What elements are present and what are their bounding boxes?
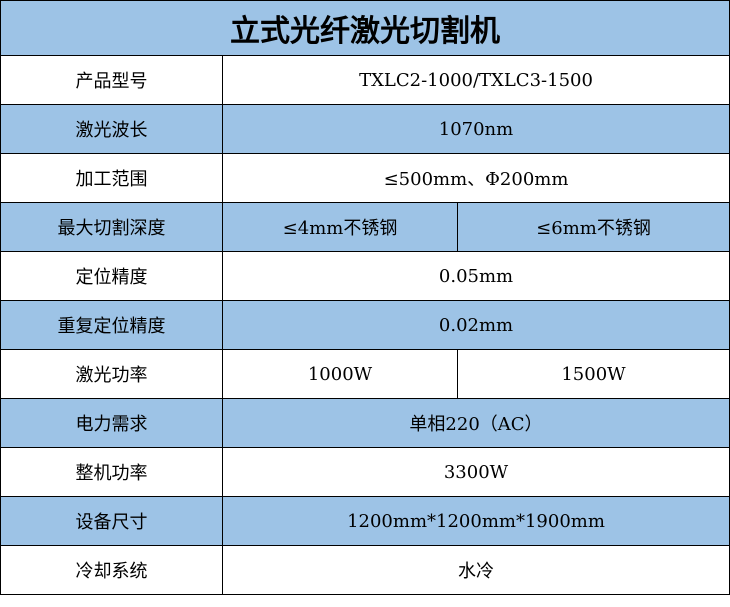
table-title: 立式光纤激光切割机 bbox=[0, 0, 730, 56]
row-label: 定位精度 bbox=[0, 251, 223, 301]
table-row: 电力需求 单相220（AC） bbox=[0, 398, 730, 448]
table-row: 激光功率 1000W 1500W bbox=[0, 349, 730, 399]
row-value: 水冷 bbox=[222, 545, 730, 595]
table-row: 激光波长 1070nm bbox=[0, 104, 730, 154]
row-value: TXLC2-1000/TXLC3-1500 bbox=[222, 55, 730, 105]
row-label: 重复定位精度 bbox=[0, 300, 223, 350]
row-label: 加工范围 bbox=[0, 153, 223, 203]
table-row: 加工范围 ≤500mm、Φ200mm bbox=[0, 153, 730, 203]
table-row: 重复定位精度 0.02mm bbox=[0, 300, 730, 350]
table-row: 设备尺寸 1200mm*1200mm*1900mm bbox=[0, 496, 730, 546]
row-value: ≤4mm不锈钢 bbox=[222, 202, 458, 252]
row-value: 3300W bbox=[222, 447, 730, 497]
table-row: 最大切割深度 ≤4mm不锈钢 ≤6mm不锈钢 bbox=[0, 202, 730, 252]
table-row: 整机功率 3300W bbox=[0, 447, 730, 497]
row-value: 0.02mm bbox=[222, 300, 730, 350]
row-value: ≤6mm不锈钢 bbox=[457, 202, 730, 252]
row-value: 1200mm*1200mm*1900mm bbox=[222, 496, 730, 546]
table-row: 冷却系统 水冷 bbox=[0, 545, 730, 595]
row-value: 1000W bbox=[222, 349, 458, 399]
row-value: 单相220（AC） bbox=[222, 398, 730, 448]
row-value: ≤500mm、Φ200mm bbox=[222, 153, 730, 203]
row-label: 产品型号 bbox=[0, 55, 223, 105]
row-label: 激光波长 bbox=[0, 104, 223, 154]
row-value: 1070nm bbox=[222, 104, 730, 154]
row-label: 设备尺寸 bbox=[0, 496, 223, 546]
row-label: 冷却系统 bbox=[0, 545, 223, 595]
row-label: 电力需求 bbox=[0, 398, 223, 448]
row-value: 1500W bbox=[457, 349, 730, 399]
table-row: 产品型号 TXLC2-1000/TXLC3-1500 bbox=[0, 55, 730, 105]
row-label: 整机功率 bbox=[0, 447, 223, 497]
row-label: 激光功率 bbox=[0, 349, 223, 399]
table-row: 定位精度 0.05mm bbox=[0, 251, 730, 301]
row-label: 最大切割深度 bbox=[0, 202, 223, 252]
row-value: 0.05mm bbox=[222, 251, 730, 301]
